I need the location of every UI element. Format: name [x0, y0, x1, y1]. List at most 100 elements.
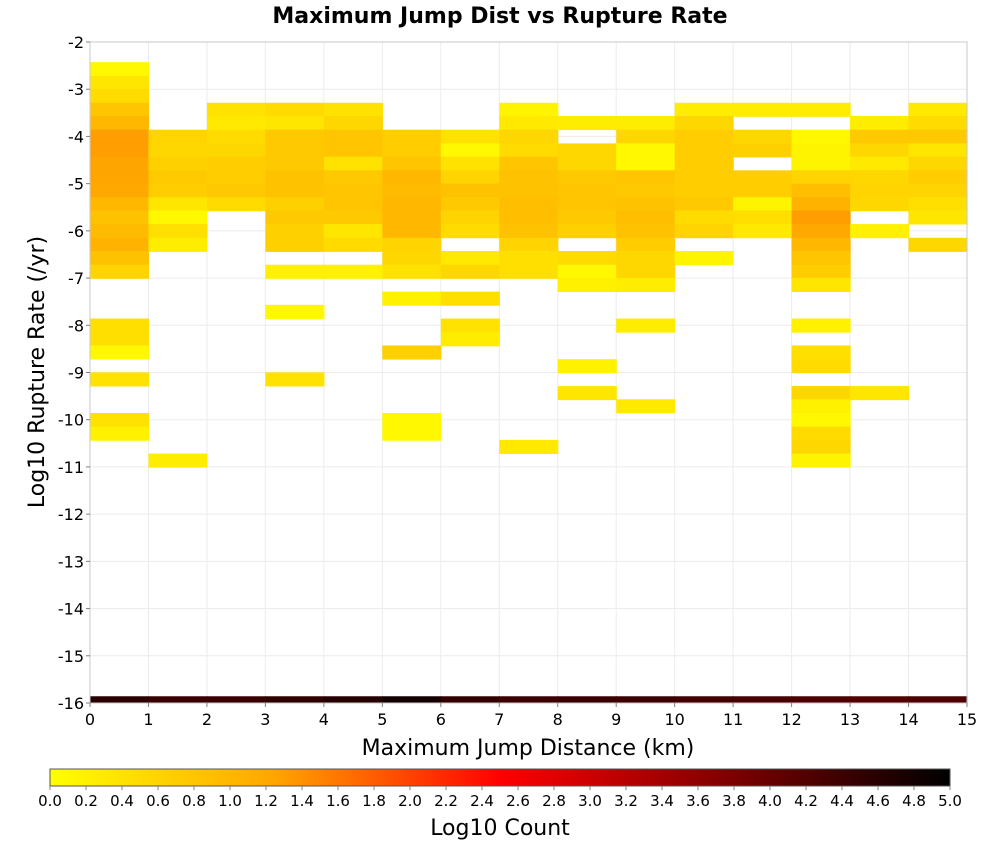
x-tick-label: 11	[723, 710, 743, 729]
heatmap-cell	[791, 264, 851, 279]
heatmap-cell	[791, 386, 851, 401]
x-tick-label: 7	[494, 710, 504, 729]
colorbar-tick-label: 3.4	[650, 792, 674, 810]
heatmap-cell	[791, 129, 851, 144]
heatmap-cell	[557, 115, 617, 131]
heatmap-cell	[206, 156, 266, 171]
heatmap-cell	[90, 75, 150, 90]
heatmap-cell	[265, 372, 325, 387]
heatmap-cell	[791, 412, 851, 428]
heatmap-cell	[616, 115, 676, 131]
heatmap-cell	[674, 251, 734, 266]
heatmap-cell-bottom-row	[382, 696, 442, 703]
heatmap-cell	[616, 264, 676, 279]
heatmap-cell	[206, 197, 266, 212]
heatmap-cell	[90, 318, 150, 333]
heatmap-cell	[90, 102, 150, 117]
heatmap-cell	[674, 115, 734, 131]
heatmap-cell	[206, 143, 266, 158]
colorbar-tick-label: 2.6	[506, 792, 530, 810]
heatmap-cell	[440, 156, 500, 171]
chart-title: Maximum Jump Dist vs Rupture Rate	[272, 4, 727, 29]
heatmap-cell	[908, 129, 968, 144]
heatmap-cell	[90, 170, 150, 185]
heatmap-cell	[440, 251, 500, 266]
colorbar-tick-label: 2.4	[470, 792, 494, 810]
y-tick-label: -9	[68, 364, 84, 383]
heatmap-cell	[616, 277, 676, 293]
heatmap-cell	[791, 251, 851, 266]
heatmap-cell	[206, 115, 266, 131]
heatmap-cell	[499, 156, 559, 171]
colorbar-tick-label: 4.4	[830, 792, 854, 810]
y-tick-label: -16	[58, 694, 84, 713]
heatmap-cell	[674, 183, 734, 198]
heatmap-cell	[557, 197, 617, 212]
heatmap-cell	[557, 264, 617, 279]
heatmap-cell	[908, 102, 968, 117]
y-axis-ticks: -2 -3 -4 -5 -6 -7 -8 -9 -10 -11 -12 -13 -14 -15 -16	[58, 33, 90, 713]
heatmap-cell	[265, 210, 325, 225]
heatmap-cell	[791, 426, 851, 441]
heatmap-cell-bottom-row	[908, 696, 968, 703]
x-tick-label: 2	[202, 710, 212, 729]
x-tick-label: 9	[611, 710, 621, 729]
heatmap-cell	[674, 224, 734, 239]
x-tick-label: 4	[319, 710, 329, 729]
colorbar-tick-label: 3.8	[722, 792, 746, 810]
x-tick-label: 15	[957, 710, 977, 729]
x-tick-label: 8	[553, 710, 563, 729]
heatmap-cell	[90, 412, 150, 428]
heatmap-cell-bottom-row	[90, 696, 150, 703]
heatmap-cell	[265, 156, 325, 171]
heatmap-cell	[616, 143, 676, 158]
heatmap-cell	[557, 359, 617, 374]
x-tick-label: 13	[840, 710, 860, 729]
heatmap-cell	[850, 129, 910, 144]
heatmap-cell	[499, 197, 559, 212]
heatmap-cell	[791, 318, 851, 333]
heatmap-cell	[557, 210, 617, 225]
heatmap-cell	[382, 156, 442, 171]
heatmap-cell	[90, 224, 150, 239]
heatmap-cell	[908, 237, 968, 252]
heatmap-cell	[90, 372, 150, 387]
heatmap-cell	[499, 170, 559, 185]
heatmap-cell	[791, 237, 851, 252]
heatmap-cell	[616, 237, 676, 252]
heatmap-cell	[791, 453, 851, 468]
heatmap-cell	[440, 332, 500, 347]
heatmap-cell	[616, 197, 676, 212]
heatmap-cell	[557, 224, 617, 239]
heatmap-cell	[908, 183, 968, 198]
heatmap-cell	[616, 170, 676, 185]
colorbar-tick-label: 1.4	[290, 792, 314, 810]
colorbar-tick-label: 4.2	[794, 792, 818, 810]
heatmap-cell	[557, 386, 617, 401]
heatmap-cell	[148, 156, 208, 171]
colorbar-tick-label: 0.6	[146, 792, 170, 810]
heatmap-cell	[440, 264, 500, 279]
heatmap-cell	[382, 143, 442, 158]
heatmap-cell	[791, 210, 851, 225]
heatmap-cell	[674, 156, 734, 171]
heatmap-cell	[791, 277, 851, 293]
heatmap-cell	[616, 156, 676, 171]
heatmap-cell	[499, 237, 559, 252]
heatmap-cell	[674, 143, 734, 158]
heatmap-cell	[791, 183, 851, 198]
heatmap-cell	[323, 224, 383, 239]
y-tick-label: -7	[68, 269, 84, 288]
heatmap-cell	[323, 197, 383, 212]
heatmap-cell	[616, 251, 676, 266]
x-tick-label: 12	[781, 710, 801, 729]
colorbar-tick-label: 2.0	[398, 792, 422, 810]
heatmap-cell	[148, 143, 208, 158]
heatmap-cell-bottom-row	[323, 696, 383, 703]
heatmap-cell-bottom-row	[557, 696, 617, 703]
heatmap-cell	[791, 197, 851, 212]
heatmap-cell	[440, 291, 500, 306]
heatmap-cells	[90, 62, 968, 703]
heatmap-cell	[850, 115, 910, 131]
